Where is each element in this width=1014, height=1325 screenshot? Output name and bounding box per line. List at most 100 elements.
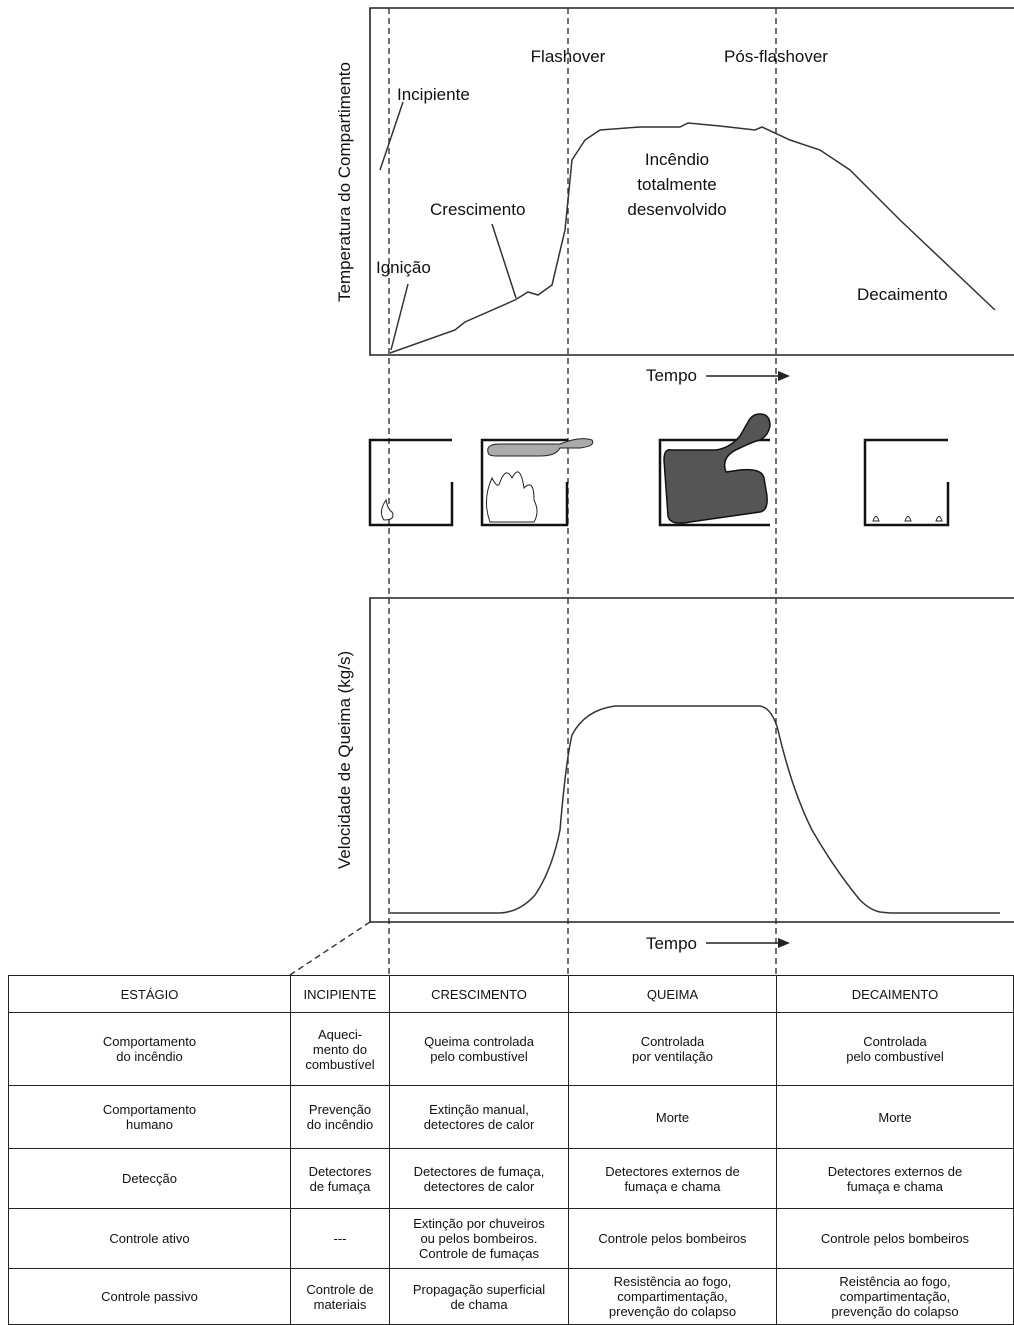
connector bbox=[289, 921, 371, 975]
table-cell: Detectores de fumaça, detectores de calor bbox=[389, 1148, 569, 1209]
leader-line bbox=[390, 283, 409, 351]
y-axis-label: Temperatura do Compartimento bbox=[335, 62, 354, 302]
leader-line bbox=[491, 223, 517, 299]
table-cell: Controlada pelo combustível bbox=[776, 1012, 1014, 1086]
x-axis-label: Tempo bbox=[646, 366, 697, 385]
table-cell: Detectores externos de fumaça e chama bbox=[776, 1148, 1014, 1209]
cell-line: prevenção do colapso bbox=[608, 1304, 737, 1319]
temperature-axes bbox=[369, 7, 1014, 356]
table-cell: Aqueci-mento do combustível bbox=[290, 1012, 390, 1086]
table-row: Comportamento do incêndio Aqueci-mento do c… bbox=[8, 1012, 1014, 1086]
cell-line: Detectores de fumaça, bbox=[413, 1163, 545, 1179]
header-cell: ESTÁGIO bbox=[8, 975, 291, 1013]
cell-line: Comportamento bbox=[102, 1034, 197, 1049]
smoke bbox=[487, 438, 594, 457]
table-cell: Detecção bbox=[8, 1148, 291, 1209]
cell-line: Controle pelos bombeiros bbox=[820, 1231, 970, 1246]
table-cell: Extinção por chuveiros ou pelos bombeiros… bbox=[389, 1208, 569, 1269]
cell-line: Controle passivo bbox=[101, 1289, 198, 1304]
table-cell: Queima controlada pelo combustível bbox=[389, 1012, 569, 1086]
cell-line: Extinção manual, bbox=[429, 1102, 529, 1117]
table-cell: Propagação superficial de chama bbox=[389, 1268, 569, 1325]
cell-line: Propagação superficial bbox=[412, 1281, 546, 1297]
cell-line: Extinção por chuveiros bbox=[413, 1216, 545, 1231]
cell-line: Morte bbox=[878, 1109, 912, 1125]
table-row: Detecção Detectores de fumaça Detectores de… bbox=[8, 1148, 1014, 1209]
cell-line: do incêndio bbox=[306, 1117, 374, 1132]
table-cell: Resistência ao fogo, compartimentação, pre… bbox=[568, 1268, 777, 1325]
cell-line: Controle ativo bbox=[109, 1231, 190, 1246]
arrow-head bbox=[778, 938, 790, 948]
table-cell: Detectores de fumaça bbox=[290, 1148, 390, 1209]
arrow-head bbox=[778, 371, 790, 381]
cell-line: Detectores externos de bbox=[827, 1163, 963, 1179]
table-cell: Morte bbox=[568, 1085, 777, 1149]
cell-line: fumaça e chama bbox=[846, 1178, 944, 1194]
embers bbox=[872, 516, 943, 522]
cell-line: compartimentação, bbox=[839, 1289, 951, 1304]
phase-label: Flashover bbox=[531, 47, 606, 66]
annotation: Crescimento bbox=[430, 200, 525, 219]
cell-line: detectores de calor bbox=[423, 1178, 535, 1194]
cell-line: de chama bbox=[450, 1296, 508, 1312]
cell-line: --- bbox=[333, 1231, 347, 1246]
cell-line: pelo combustível bbox=[846, 1049, 944, 1064]
table-row: Controle ativo --- Extinção por chuveiros o… bbox=[8, 1208, 1014, 1269]
table-cell: Controle pelos bombeiros bbox=[776, 1208, 1014, 1269]
table-cell: Controlada por ventilação bbox=[568, 1012, 777, 1086]
cell-line: Morte bbox=[655, 1109, 690, 1125]
annotation: Decaimento bbox=[857, 285, 948, 304]
annotation: desenvolvido bbox=[627, 200, 726, 219]
cell-line: por ventilação bbox=[632, 1049, 713, 1064]
table-cell: Comportamento humano bbox=[8, 1085, 291, 1149]
cell-line: Detectores bbox=[308, 1163, 372, 1179]
full-fire bbox=[663, 413, 771, 524]
table-row: Controle passivo Controle de materiais Prop… bbox=[8, 1268, 1014, 1325]
cell-line: Queima controlada bbox=[424, 1034, 534, 1049]
table-cell: Controle pelos bombeiros bbox=[568, 1208, 777, 1269]
table-cell: Reistência ao fogo, compartimentação, prev… bbox=[776, 1268, 1014, 1325]
header-cell: INCIPIENTE bbox=[290, 975, 390, 1013]
table-cell: Detectores externos de fumaça e chama bbox=[568, 1148, 777, 1209]
table-cell: Prevenção do incêndio bbox=[290, 1085, 390, 1149]
table-cell: Controle de materiais bbox=[290, 1268, 390, 1325]
cell-line: Reistência ao fogo, bbox=[839, 1274, 951, 1289]
cell-line: humano bbox=[126, 1117, 173, 1132]
cell-line: de fumaça bbox=[309, 1178, 371, 1194]
cell-line: pelo combustível bbox=[430, 1049, 528, 1064]
flame bbox=[486, 471, 538, 523]
cell-line: Controle de fumaças bbox=[419, 1246, 539, 1261]
annotation: totalmente bbox=[637, 175, 716, 194]
cell-line: Aqueci- bbox=[317, 1026, 363, 1042]
header-cell: QUEIMA bbox=[568, 975, 777, 1013]
cell-line: Comportamento bbox=[102, 1102, 197, 1117]
temperature-curve bbox=[389, 122, 996, 354]
annotation: Incipiente bbox=[397, 85, 470, 104]
burning-rate-curve bbox=[390, 705, 1000, 914]
header-cell: CRESCIMENTO bbox=[389, 975, 569, 1013]
compartment-icons bbox=[368, 438, 950, 527]
table-row: Comportamento humano Prevenção do incêndio E… bbox=[8, 1085, 1014, 1149]
diagram: Temperatura do Compartimento Flashover P… bbox=[289, 7, 1014, 975]
phase-label: Pós-flashover bbox=[724, 47, 828, 66]
cell-line: do incêndio bbox=[116, 1049, 183, 1064]
leader-line bbox=[379, 101, 404, 171]
header-row: ESTÁGIO INCIPIENTE CRESCIMENTO QUEIMA DECAIM… bbox=[8, 975, 1014, 1013]
cell-line: Detecção bbox=[122, 1171, 177, 1186]
cell-line: Controle de bbox=[306, 1281, 374, 1297]
cell-line: ou pelos bombeiros. bbox=[420, 1231, 538, 1246]
table-cell: Extinção manual, detectores de calor bbox=[389, 1085, 569, 1149]
header-cell: DECAIMENTO bbox=[776, 975, 1014, 1013]
cell-line: combustível bbox=[305, 1056, 375, 1072]
cell-line: Detectores externos de bbox=[605, 1163, 740, 1179]
burning-rate-axes bbox=[369, 597, 1014, 923]
annotation: Ignição bbox=[376, 258, 431, 277]
annotation: Incêndio bbox=[645, 150, 709, 169]
table-cell: Controle ativo bbox=[8, 1208, 291, 1269]
y-axis-label: Velocidade de Queima (kg/s) bbox=[335, 651, 354, 869]
cell-line: mento do bbox=[312, 1041, 368, 1057]
cell-line: detectores de calor bbox=[423, 1117, 535, 1132]
table-cell: --- bbox=[290, 1208, 390, 1269]
cell-line: Prevenção bbox=[308, 1102, 372, 1117]
cell-line: materiais bbox=[313, 1296, 367, 1312]
